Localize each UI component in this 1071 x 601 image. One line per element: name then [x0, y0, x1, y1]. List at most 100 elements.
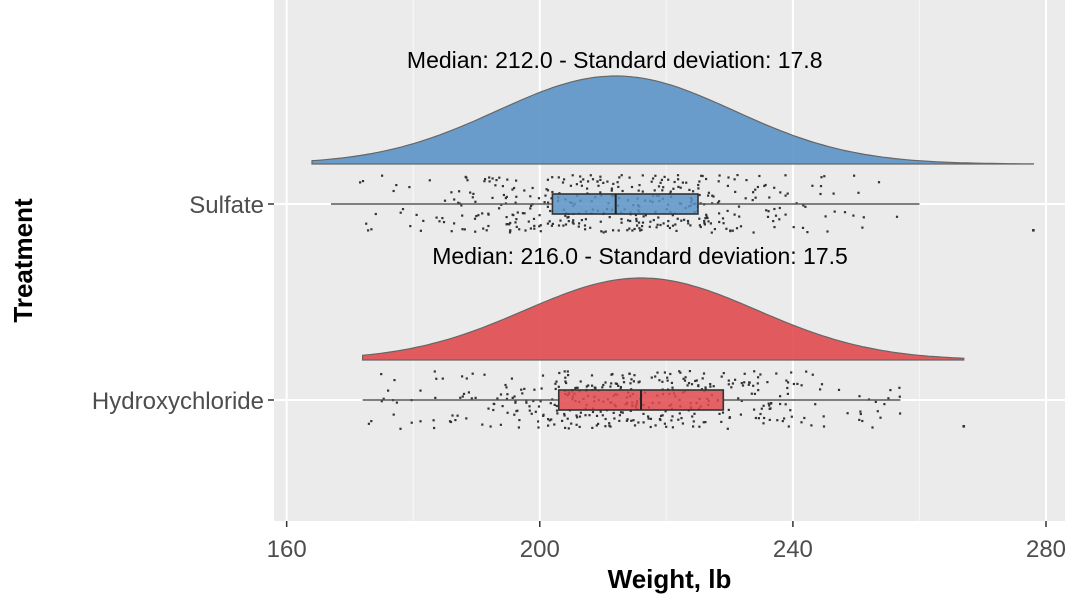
rain-point	[359, 181, 362, 184]
rain-point	[550, 418, 553, 421]
rain-point	[554, 387, 557, 391]
rain-point	[781, 420, 784, 423]
rain-point	[853, 174, 856, 177]
rain-point	[819, 388, 822, 391]
rain-point	[532, 217, 536, 220]
rain-point	[551, 190, 554, 194]
rain-point	[680, 417, 683, 420]
rain-point	[529, 204, 533, 207]
rain-point	[365, 222, 368, 225]
rain-point	[679, 186, 682, 189]
rain-point	[442, 221, 446, 224]
rain-point	[752, 231, 755, 234]
rain-point	[367, 229, 370, 232]
density-cloud-1	[361, 277, 965, 361]
x-tick-label: 280	[1026, 536, 1066, 563]
rain-point	[528, 409, 531, 412]
rain-point	[743, 381, 746, 384]
rain-point	[773, 186, 776, 189]
rain-point	[846, 412, 849, 415]
rain-point	[667, 220, 670, 223]
rain-point	[533, 227, 536, 230]
rain-point	[450, 230, 453, 233]
y-tick-label: Sulfate	[189, 192, 264, 219]
rain-point	[776, 419, 779, 422]
rain-point	[898, 386, 901, 389]
rain-point	[457, 201, 460, 204]
rain-point	[633, 374, 636, 377]
y-axis-title: Treatment	[8, 198, 38, 323]
rain-point	[822, 415, 825, 418]
rain-point	[810, 424, 813, 427]
rain-point	[465, 377, 468, 380]
rain-point	[658, 379, 661, 382]
rain-point	[370, 228, 373, 231]
rain-point	[621, 189, 624, 193]
rain-point	[583, 224, 587, 227]
rain-point	[717, 180, 720, 183]
rain-point	[693, 412, 696, 415]
rain-point	[617, 229, 620, 232]
rain-point	[649, 220, 652, 223]
rain-point	[727, 176, 730, 179]
rain-point	[579, 175, 582, 178]
rain-point	[718, 200, 721, 203]
rain-point	[501, 405, 504, 408]
rain-point	[604, 381, 607, 384]
rain-point	[547, 418, 550, 421]
rain-point	[644, 214, 647, 217]
rain-point	[852, 214, 855, 217]
rain-point	[620, 218, 623, 221]
rain-point	[474, 200, 477, 203]
rain-point	[599, 191, 602, 194]
rain-point	[721, 217, 725, 220]
rain-point	[637, 221, 641, 224]
rain-point	[718, 412, 721, 415]
rain-point	[859, 412, 862, 416]
rain-point	[513, 186, 516, 190]
rain-point	[604, 425, 607, 428]
rain-point	[735, 227, 739, 230]
rain-point	[567, 427, 570, 430]
rain-point	[419, 420, 422, 423]
rain-point	[676, 174, 680, 177]
rain-point	[796, 382, 799, 385]
rain-point	[629, 382, 632, 385]
rain-point	[698, 180, 701, 183]
rain-point	[773, 226, 776, 229]
rain-point	[789, 409, 792, 412]
rain-point	[779, 395, 782, 398]
rain-point	[662, 186, 665, 189]
rain-point	[547, 201, 550, 204]
rain-point	[692, 425, 695, 428]
rain-point	[504, 383, 507, 387]
rain-point	[630, 378, 633, 381]
rain-point	[544, 194, 547, 197]
rain-point	[887, 397, 890, 400]
rain-point	[462, 392, 466, 395]
y-tick-label: Hydroxychloride	[92, 388, 264, 415]
rain-point	[571, 174, 574, 177]
rain-point	[730, 386, 733, 389]
rain-point	[458, 190, 461, 193]
rain-point	[561, 181, 565, 184]
rain-point	[677, 185, 680, 188]
rain-point	[580, 184, 583, 187]
rain-point	[667, 178, 670, 181]
rain-point	[498, 176, 501, 179]
rain-point	[754, 416, 757, 420]
rain-point	[525, 401, 528, 404]
rain-point	[649, 417, 652, 420]
rain-point	[599, 178, 602, 181]
rain-point	[737, 205, 741, 208]
rain-point	[475, 215, 478, 218]
rain-point	[612, 411, 615, 414]
rain-point	[515, 225, 518, 228]
rain-point	[537, 197, 541, 200]
rain-point	[604, 417, 607, 421]
rain-point	[620, 411, 623, 414]
rain-point	[608, 422, 611, 425]
rain-point	[557, 176, 560, 179]
rain-point	[610, 187, 613, 190]
